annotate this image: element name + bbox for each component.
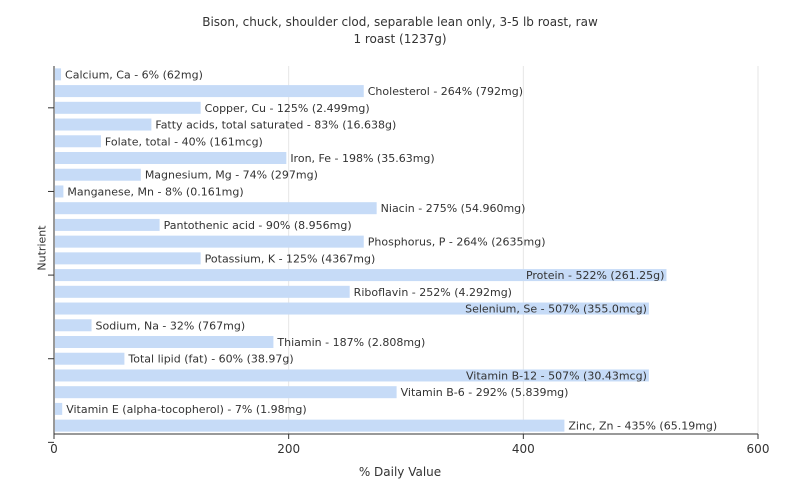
bar [55,152,287,164]
bar-label: Fatty acids, total saturated - 83% (16.6… [155,119,396,132]
bar-label: Vitamin B-6 - 292% (5.839mg) [401,386,569,399]
bar [55,202,377,215]
bar-label: Vitamin E (alpha-tocopherol) - 7% (1.98m… [66,403,306,416]
bar-label: Phosphorus, P - 264% (2635mg) [368,236,546,249]
bar-label: Selenium, Se - 507% (355.0mcg) [465,303,647,316]
bar [55,218,160,231]
x-tick-label: 600 [747,442,770,456]
bar-label: Zinc, Zn - 435% (65.19mg) [568,420,717,433]
bar [55,419,565,432]
bar [55,252,201,265]
x-axis-title: % Daily Value [358,465,442,479]
chart-subtitle: 1 roast (1237g) [353,32,447,46]
x-tick-label: 400 [512,442,535,456]
bar-label: Pantothenic acid - 90% (8.956mg) [164,219,352,232]
bar-label: Riboflavin - 252% (4.292mg) [354,286,512,299]
bar-label: Manganese, Mn - 8% (0.161mg) [67,185,243,198]
bar [55,386,397,399]
chart-title: Bison, chuck, shoulder clod, separable l… [0,14,800,48]
x-tick-label: 0 [50,442,58,456]
bar [55,319,92,332]
bar [55,85,364,98]
bar-label: Folate, total - 40% (161mcg) [105,135,263,148]
bar [55,285,350,298]
x-tick-label: 200 [277,442,300,456]
bar-label: Potassium, K - 125% (4367mg) [205,252,376,265]
bar [55,235,364,248]
bar-label: Thiamin - 187% (2.808mg) [276,336,425,349]
bar-label: Sodium, Na - 32% (767mg) [96,319,246,332]
bar [55,135,101,148]
bar-label: Iron, Fe - 198% (35.63mg) [290,152,434,165]
bar [55,369,649,382]
bar [55,336,274,348]
bar [55,68,62,81]
bar-label: Niacin - 275% (54.960mg) [381,202,526,215]
y-axis-title: Nutrient [35,225,49,271]
bar [55,168,141,181]
bar-label: Total lipid (fat) - 60% (38.97g) [127,353,293,366]
bar-label: Vitamin B-12 - 507% (30.43mcg) [466,369,647,382]
bar [55,352,125,365]
bar [55,402,63,415]
bar [55,269,667,282]
bar-label: Magnesium, Mg - 74% (297mg) [145,169,318,182]
bar [55,101,201,114]
bar-label: Protein - 522% (261.25g) [526,269,665,282]
bar [55,118,152,131]
bar-label: Cholesterol - 264% (792mg) [368,85,523,98]
bar-label: Copper, Cu - 125% (2.499mg) [205,102,370,115]
chart-title-main: Bison, chuck, shoulder clod, separable l… [202,15,598,29]
bar-label: Calcium, Ca - 6% (62mg) [65,68,203,81]
bar [55,302,649,315]
bar [55,185,64,198]
